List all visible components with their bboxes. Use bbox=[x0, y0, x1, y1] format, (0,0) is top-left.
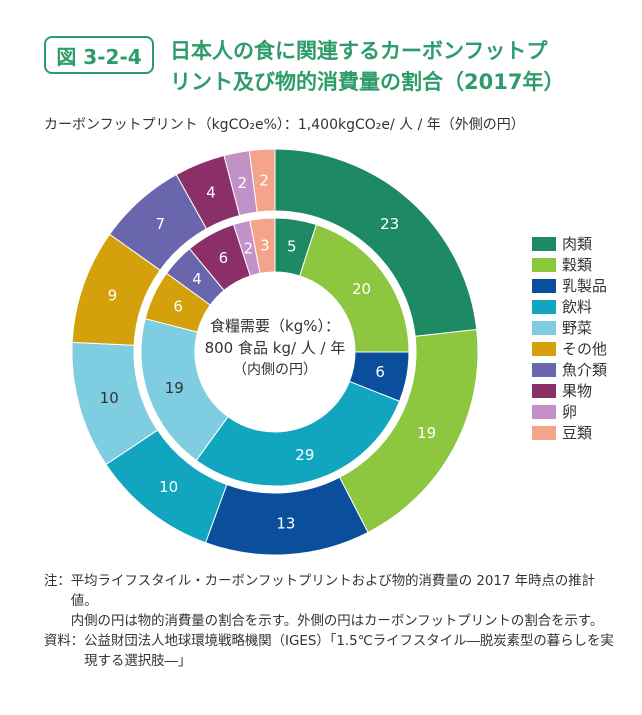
legend-item: 肉類 bbox=[532, 233, 607, 254]
outer-value-label-5: 10 bbox=[100, 389, 119, 407]
legend-label: その他 bbox=[562, 340, 608, 358]
legend-swatch bbox=[532, 299, 556, 314]
legend-item: 野菜 bbox=[532, 317, 607, 338]
inner-value-label-8: 6 bbox=[219, 249, 229, 267]
legend-swatch bbox=[532, 362, 556, 377]
chart-subtitle: カーボンフットプリント（kgCO₂e%）：1,400kgCO₂e/ 人 / 年（… bbox=[44, 117, 525, 133]
legend-label: 肉類 bbox=[562, 235, 593, 253]
chart-legend: 肉類穀類乳製品飲料野菜その他魚介類果物卵豆類 bbox=[532, 233, 607, 443]
inner-value-label-6: 6 bbox=[173, 297, 183, 315]
note-label: 注： bbox=[44, 574, 71, 589]
legend-swatch bbox=[532, 404, 556, 419]
outer-value-label-3: 13 bbox=[276, 515, 295, 533]
legend-item: 卵 bbox=[532, 401, 607, 422]
legend-swatch bbox=[532, 320, 556, 335]
inner-value-label-10: 3 bbox=[260, 236, 270, 254]
outer-value-label-10: 2 bbox=[259, 171, 269, 189]
center-label-line-2: 800 食品 kg/ 人 / 年 bbox=[205, 339, 346, 357]
inner-value-label-5: 19 bbox=[165, 379, 184, 397]
legend-label: 飲料 bbox=[562, 298, 593, 316]
legend-label: 魚介類 bbox=[562, 361, 608, 379]
outer-value-label-2: 19 bbox=[417, 424, 436, 442]
legend-swatch bbox=[532, 425, 556, 440]
inner-value-label-7: 4 bbox=[192, 270, 202, 288]
note-row: 注： 平均ライフスタイル・カーボンフットプリントおよび物的消費量の 2017 年… bbox=[44, 572, 614, 632]
source-text: 公益財団法人地球環境戦略機関（IGES）「1.5℃ライフスタイル―脱炭素型の暮ら… bbox=[84, 634, 614, 669]
legend-swatch bbox=[532, 257, 556, 272]
legend-swatch bbox=[532, 383, 556, 398]
inner-value-label-1: 5 bbox=[287, 237, 297, 255]
legend-label: 果物 bbox=[562, 382, 593, 400]
legend-label: 穀類 bbox=[562, 256, 593, 274]
legend-label: 豆類 bbox=[562, 424, 593, 442]
legend-swatch bbox=[532, 341, 556, 356]
center-label-line-3: （内側の円） bbox=[233, 362, 317, 378]
note-text: 内側の円は物的消費量の割合を示す。外側の円はカーボンフットプリントの割合を示す。 bbox=[70, 614, 604, 629]
legend-label: 卵 bbox=[562, 403, 578, 421]
legend-item: 飲料 bbox=[532, 296, 607, 317]
inner-slice-10 bbox=[249, 217, 276, 275]
inner-value-label-3: 6 bbox=[375, 363, 385, 381]
center-label-line-1: 食糧需要（kg%）： bbox=[210, 317, 340, 335]
outer-value-label-9: 2 bbox=[238, 174, 248, 192]
ring-separator bbox=[134, 211, 416, 493]
legend-item: その他 bbox=[532, 338, 607, 359]
legend-swatch bbox=[532, 236, 556, 251]
outer-value-label-8: 4 bbox=[206, 183, 216, 201]
inner-value-label-4: 29 bbox=[295, 446, 314, 464]
inner-slice-4 bbox=[195, 380, 401, 487]
legend-item: 果物 bbox=[532, 380, 607, 401]
legend-item: 魚介類 bbox=[532, 359, 607, 380]
legend-label: 野菜 bbox=[562, 319, 593, 337]
source-label: 資料： bbox=[44, 634, 85, 649]
legend-label: 乳製品 bbox=[562, 277, 608, 295]
legend-item: 豆類 bbox=[532, 422, 607, 443]
outer-value-label-1: 23 bbox=[380, 215, 399, 233]
inner-value-label-2: 20 bbox=[352, 280, 371, 298]
notes-section: 注： 平均ライフスタイル・カーボンフットプリントおよび物的消費量の 2017 年… bbox=[44, 572, 614, 672]
source-row: 資料： 公益財団法人地球環境戦略機関（IGES）「1.5℃ライフスタイル―脱炭素… bbox=[44, 632, 614, 672]
figure-title-line-2: リント及び物的消費量の割合（2017年） bbox=[170, 70, 565, 94]
figure-number-badge: 図 3-2-4 bbox=[44, 36, 154, 74]
outer-value-label-7: 7 bbox=[156, 215, 166, 233]
inner-value-label-9: 2 bbox=[244, 239, 254, 257]
figure-title-line-1: 日本人の食に関連するカーボンフットプ bbox=[170, 39, 548, 63]
note-text: 平均ライフスタイル・カーボンフットプリントおよび物的消費量の 2017 年時点の… bbox=[70, 574, 596, 609]
legend-item: 穀類 bbox=[532, 254, 607, 275]
outer-value-label-6: 9 bbox=[108, 287, 118, 305]
legend-item: 乳製品 bbox=[532, 275, 607, 296]
outer-value-label-4: 10 bbox=[159, 478, 178, 496]
figure-title: 日本人の食に関連するカーボンフットプ リント及び物的消費量の割合（2017年） bbox=[170, 36, 610, 98]
legend-swatch bbox=[532, 278, 556, 293]
